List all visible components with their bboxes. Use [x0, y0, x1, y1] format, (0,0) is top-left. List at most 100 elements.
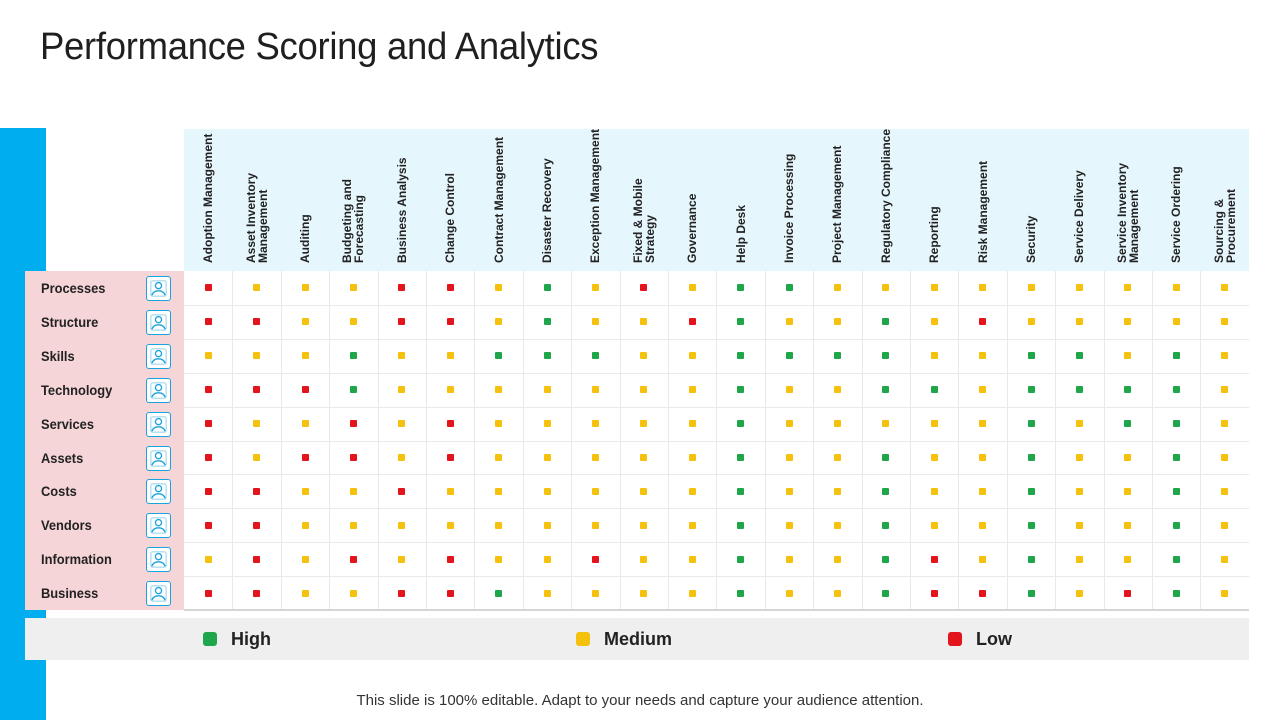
legend-label-medium: Medium [604, 628, 673, 649]
rating-dot [1124, 453, 1132, 461]
row-label: Services [41, 415, 95, 432]
rating-dot [785, 284, 793, 292]
rating-dot [785, 521, 793, 529]
rating-dot [979, 318, 987, 326]
rating-dot [253, 487, 261, 495]
rating-dot [737, 318, 745, 326]
grid-row-divider [184, 508, 1249, 510]
rating-dot [398, 318, 406, 326]
column-header: Auditing [281, 129, 329, 271]
rating-dot [446, 420, 454, 428]
rating-dot [688, 521, 696, 529]
rating-dot [495, 589, 503, 597]
rating-dot [349, 318, 357, 326]
business-icon [146, 581, 171, 607]
rating-dot [349, 589, 357, 597]
grid-row-divider [184, 576, 1249, 578]
rating-dot [1172, 487, 1180, 495]
rating-dot [446, 453, 454, 461]
rating-dot [979, 521, 987, 529]
column-header: Fixed & Mobile Strategy [620, 129, 668, 271]
rating-dot [591, 555, 599, 563]
rating-dot [882, 487, 890, 495]
column-header-label: Help Desk [733, 204, 748, 263]
rating-dot [640, 352, 648, 360]
rating-dot [737, 284, 745, 292]
rating-dot [591, 521, 599, 529]
column-header-label: Service Delivery [1072, 170, 1087, 263]
grid-row-divider [184, 440, 1249, 442]
rating-dot [688, 589, 696, 597]
rating-dot [301, 386, 309, 394]
rating-dot [1027, 589, 1035, 597]
rating-dot [1124, 555, 1132, 563]
rating-dot [979, 555, 987, 563]
rating-dot [398, 420, 406, 428]
rating-dot [979, 284, 987, 292]
column-header-label: Service Inventory Management [1114, 162, 1141, 263]
grid-row-divider [184, 474, 1249, 476]
column-header: Asset Inventory Management [232, 129, 280, 271]
rating-dot [253, 352, 261, 360]
column-header-label: Business Analysis [394, 157, 409, 263]
rating-dot [688, 318, 696, 326]
rating-dot [640, 487, 648, 495]
rating-dot [349, 420, 357, 428]
row-label: Costs [41, 483, 77, 500]
rating-dot [301, 589, 309, 597]
rating-dot [398, 386, 406, 394]
costs-icon [146, 479, 171, 505]
rating-dot [640, 589, 648, 597]
column-header: Project Management [813, 129, 861, 271]
rating-dot [1075, 487, 1083, 495]
column-header-label: Exception Management [588, 128, 603, 263]
legend-item-low: Low [948, 618, 1012, 660]
row-label: Skills [41, 347, 75, 364]
rating-dot [398, 487, 406, 495]
rating-dot [833, 318, 841, 326]
column-header: Reporting [910, 129, 958, 271]
rating-dot [688, 352, 696, 360]
rating-dot [688, 453, 696, 461]
column-header-label: Budgeting and Forecasting [340, 179, 367, 263]
rating-dot [1075, 386, 1083, 394]
rating-dot [543, 386, 551, 394]
rating-dot [688, 420, 696, 428]
rating-dot [1075, 284, 1083, 292]
rating-dot [1124, 420, 1132, 428]
rating-dot [833, 589, 841, 597]
rating-dot [833, 555, 841, 563]
rating-dot [446, 487, 454, 495]
rating-dot [1027, 386, 1035, 394]
rating-dot [253, 420, 261, 428]
rating-dot [253, 386, 261, 394]
column-header-label: Auditing [297, 214, 312, 263]
rating-dot [349, 352, 357, 360]
rating-dot [253, 453, 261, 461]
rating-dot [979, 386, 987, 394]
rating-dot [543, 318, 551, 326]
rating-dot [1221, 555, 1229, 563]
rating-dot [737, 386, 745, 394]
rating-dot [737, 453, 745, 461]
rating-dot [688, 555, 696, 563]
rating-dot [882, 521, 890, 529]
rating-dot [495, 386, 503, 394]
skills-icon [146, 343, 171, 369]
rating-dot [446, 352, 454, 360]
rating-dot [543, 420, 551, 428]
rating-dot [1027, 521, 1035, 529]
column-header: Risk Management [958, 129, 1006, 271]
rating-dot [737, 352, 745, 360]
rating-dot [785, 386, 793, 394]
column-header: Adoption Management [184, 129, 232, 271]
rating-dot [640, 555, 648, 563]
rating-dot [301, 352, 309, 360]
column-header: Regulatory Compliance [862, 129, 910, 271]
rating-dot [882, 555, 890, 563]
grid-row-divider [184, 304, 1249, 306]
assets-icon [146, 445, 171, 471]
rating-dot [543, 284, 551, 292]
rating-dot [930, 453, 938, 461]
rating-dot [930, 386, 938, 394]
